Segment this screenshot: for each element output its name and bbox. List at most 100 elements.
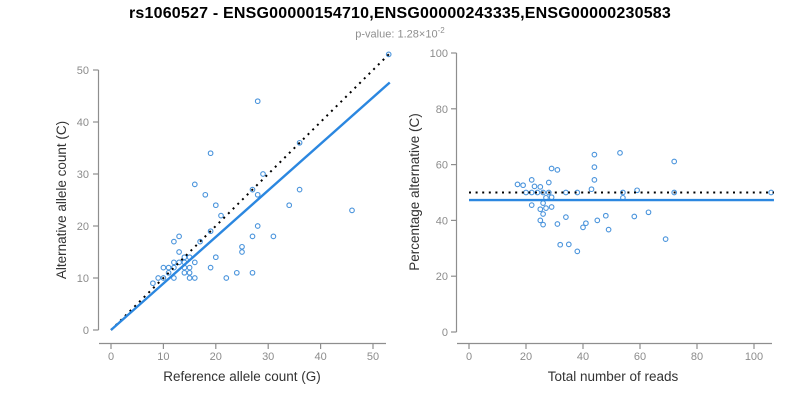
data-point	[249, 269, 256, 276]
data-point	[557, 241, 564, 248]
figure-subtitle: p-value: 1.28×10-2	[0, 26, 800, 41]
data-point	[165, 264, 172, 271]
data-point	[545, 179, 552, 186]
x-tick-label: 20	[520, 351, 532, 363]
data-point	[186, 264, 193, 271]
data-point	[218, 212, 224, 219]
data-point	[554, 167, 561, 173]
data-point	[212, 254, 219, 261]
y-tick-label: 100	[430, 48, 448, 60]
data-point	[233, 269, 240, 276]
x-tick-label: 0	[108, 351, 114, 363]
data-point	[662, 236, 669, 242]
y-tick-label: 40	[436, 215, 448, 227]
data-point	[202, 191, 209, 198]
data-point	[254, 191, 261, 198]
data-point	[605, 226, 612, 233]
data-point	[249, 233, 256, 240]
data-point	[540, 189, 546, 196]
x-tick-label: 10	[157, 351, 169, 363]
x-tick-label: 50	[367, 351, 379, 363]
data-point	[548, 165, 555, 172]
data-point	[671, 158, 678, 165]
data-point	[254, 98, 261, 105]
data-point	[270, 233, 277, 240]
x-axis-title: Total number of reads	[548, 369, 679, 384]
data-point	[671, 189, 678, 196]
data-point	[591, 151, 598, 158]
data-point	[155, 275, 162, 281]
data-point	[197, 238, 203, 245]
data-point	[160, 264, 167, 271]
data-point	[186, 275, 193, 281]
x-tick-label: 80	[691, 351, 703, 363]
data-point	[554, 221, 561, 227]
points-group	[150, 51, 392, 287]
data-point	[171, 264, 177, 271]
data-point	[540, 211, 546, 217]
y-axis-title: Alternative allele count (C)	[54, 121, 69, 279]
data-point	[543, 205, 549, 211]
figure-title: rs1060527 - ENSG00000154710,ENSG00000243…	[128, 5, 671, 22]
data-point	[176, 249, 182, 255]
data-point	[591, 164, 598, 170]
data-point	[545, 189, 552, 196]
data-point	[531, 183, 538, 190]
x-tick-label: 30	[262, 351, 274, 363]
pvalue-label: p-value:	[355, 28, 398, 41]
data-point	[207, 228, 214, 235]
right-scatter-panel: 0 20 40 60 80 100 0 20 40 60 80 100 Total number of …	[407, 48, 774, 384]
data-point	[160, 275, 167, 281]
y-tick-label: 0	[442, 327, 448, 339]
data-point	[645, 209, 652, 216]
data-point	[528, 202, 535, 208]
data-point	[171, 259, 177, 266]
data-point	[520, 182, 526, 189]
data-point	[191, 181, 198, 188]
y-tick-label: 10	[77, 273, 89, 285]
data-point	[634, 187, 640, 194]
y-tick-label: 20	[77, 221, 89, 233]
data-point	[385, 51, 392, 58]
y-tick-label: 50	[77, 65, 89, 77]
y-tick-label: 0	[83, 325, 89, 337]
fit-line	[110, 81, 391, 331]
y-tick-label: 40	[77, 117, 89, 129]
y-axis-title: Percentage alternative (C)	[407, 113, 422, 271]
data-point	[602, 212, 609, 219]
data-point	[181, 269, 188, 276]
x-axis-title: Reference allele count (G)	[163, 369, 321, 384]
y-tick-label: 20	[436, 271, 448, 283]
data-point	[286, 202, 293, 209]
data-point	[223, 275, 230, 281]
data-point	[239, 243, 245, 250]
data-point	[537, 217, 544, 224]
data-point	[296, 186, 303, 193]
y-tick-label: 30	[77, 169, 89, 181]
x-tick-label: 60	[634, 351, 646, 363]
identity-line	[110, 52, 391, 331]
data-point	[150, 280, 156, 287]
left-scatter-panel: 0 10 20 30 40 50 0 10 20 30 40 50 Reference allele c…	[54, 51, 392, 384]
data-point	[260, 171, 266, 177]
x-tick-label: 100	[745, 351, 763, 363]
pvalue-mantissa: 1.28	[397, 28, 419, 41]
x-tick-label: 40	[577, 351, 589, 363]
data-point	[548, 194, 555, 201]
data-point	[591, 177, 598, 183]
data-point	[620, 189, 626, 196]
data-point	[191, 259, 198, 266]
points-group	[514, 150, 774, 255]
data-point	[523, 189, 529, 196]
data-point	[583, 220, 589, 227]
data-point	[249, 186, 256, 193]
pvalue-base: 10	[425, 28, 438, 41]
data-point	[537, 184, 544, 190]
data-point	[528, 177, 535, 183]
data-point	[594, 217, 601, 224]
data-point	[548, 204, 555, 210]
data-point	[588, 186, 595, 193]
data-point	[191, 275, 198, 281]
data-point	[176, 233, 182, 240]
